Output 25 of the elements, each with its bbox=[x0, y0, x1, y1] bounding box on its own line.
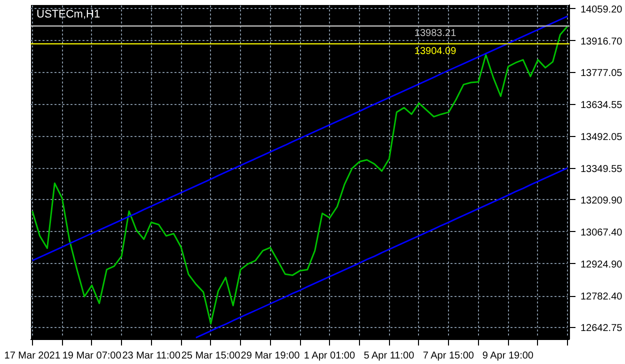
y-tick-label: 12642.75 bbox=[580, 322, 623, 334]
x-tick-label: 23 Mar 11:00 bbox=[122, 350, 181, 362]
x-tick-label: 5 Apr 11:00 bbox=[364, 350, 415, 362]
ref-line-label: 13983.21 bbox=[414, 28, 457, 40]
x-tick-label: 9 Apr 19:00 bbox=[482, 350, 534, 362]
y-tick-label: 14059.20 bbox=[580, 4, 623, 16]
x-tick-label: 19 Mar 07:00 bbox=[62, 350, 122, 362]
y-tick-label: 13349.55 bbox=[580, 164, 623, 176]
y-tick-label: 13492.05 bbox=[580, 132, 623, 143]
x-tick-label: 7 Apr 15:00 bbox=[422, 350, 474, 362]
line-series bbox=[195, 167, 568, 338]
y-tick-label: 12782.40 bbox=[580, 292, 623, 303]
line-series bbox=[32, 25, 568, 325]
y-tick-label: 13634.55 bbox=[580, 100, 623, 111]
x-tick-label: 25 Mar 15:00 bbox=[181, 350, 241, 362]
y-tick-label: 13777.05 bbox=[580, 68, 623, 79]
y-tick-label: 13067.40 bbox=[580, 227, 623, 238]
chart-title: USTECm,H1 bbox=[36, 8, 100, 20]
y-tick-label: 13209.90 bbox=[580, 195, 623, 206]
ref-line-label: 13904.09 bbox=[414, 46, 457, 57]
x-tick-label: 1 Apr 01:00 bbox=[304, 350, 356, 362]
y-tick-label: 12924.90 bbox=[580, 259, 623, 270]
x-tick-label: 17 Mar 2021 bbox=[4, 350, 61, 362]
y-tick-label: 13916.70 bbox=[580, 36, 623, 48]
x-tick-label: 29 Mar 19:00 bbox=[240, 350, 300, 362]
